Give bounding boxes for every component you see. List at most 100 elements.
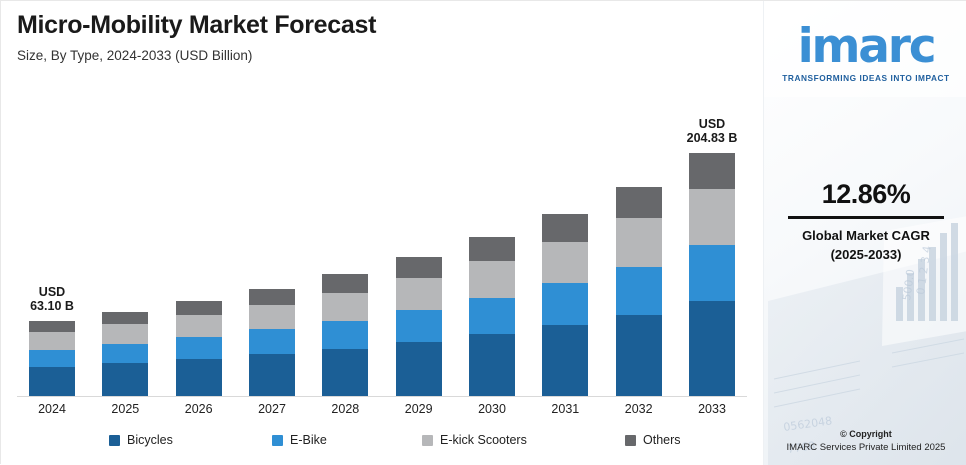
x-tick-label: 2025: [111, 402, 140, 416]
logo-tagline: TRANSFORMING IDEAS INTO IMPACT: [782, 73, 950, 83]
bar-stack: [469, 237, 515, 396]
bar-segment-e-bike: [175, 337, 222, 359]
brand-background-graphic: 0562048 7768 500.0 0 1 2 3 4: [764, 1, 966, 465]
cagr-divider: [788, 216, 944, 219]
bar-total-label: USD 204.83 B: [652, 117, 772, 145]
x-axis-labels: 2024 2025 2026 2027 2028 2029 2030 2031 2032 2033: [17, 400, 747, 420]
bar-stack: [322, 274, 369, 396]
bar-segment-others: [542, 214, 589, 242]
bar-stack: [689, 152, 735, 396]
svg-text:500.0: 500.0: [900, 268, 917, 301]
x-tick-label: 2030: [478, 402, 506, 416]
bar-segment-others: [615, 187, 662, 219]
x-tick-label: 2033: [698, 402, 726, 416]
bar-total-label-value: 63.10 B: [30, 299, 74, 314]
bar-segment-e-kick-scooters: [249, 304, 295, 330]
bar-segment-others: [689, 152, 735, 190]
bar-segment-others: [395, 257, 442, 279]
bar-total-label-value: 204.83 B: [686, 130, 738, 145]
legend-label: E-kick Scooters: [440, 433, 527, 447]
x-tick-label: 2031: [551, 402, 580, 416]
copyright-company: IMARC Services Private Limited 2025: [786, 442, 946, 453]
bar-segment-e-bike: [322, 320, 369, 349]
bar-segment-bicycles: [249, 354, 295, 396]
legend-label: Others: [643, 433, 681, 447]
bar-segment-e-kick-scooters: [542, 241, 589, 284]
cagr-block: 12.86% Global Market CAGR (2025-2033): [764, 179, 966, 262]
legend-item-e-bike[interactable]: E-Bike: [272, 431, 327, 449]
bar-segment-e-bike: [249, 329, 295, 355]
bar-segment-others: [322, 274, 369, 293]
bar-segment-e-kick-scooters: [102, 324, 149, 344]
bar-stack: [29, 321, 75, 396]
bar-segment-e-kick-scooters: [469, 261, 515, 298]
logo-wordmark: imarc: [797, 19, 937, 74]
bar-stack: [542, 214, 589, 396]
bar-segment-others: [249, 288, 295, 305]
bar-segment-others: [102, 311, 149, 325]
bar-segment-e-bike: [469, 297, 515, 335]
bar-segment-e-kick-scooters: [175, 315, 222, 338]
bar-stack: [615, 187, 662, 396]
legend-item-e-kick-scooters[interactable]: E-kick Scooters: [422, 431, 527, 449]
cagr-label-primary: Global Market CAGR: [802, 228, 930, 243]
legend-label: Bicycles: [127, 433, 173, 447]
legend-swatch: [422, 434, 433, 446]
brand-panel: 0562048 7768 500.0 0 1 2 3 4 imarc TRANS…: [763, 1, 966, 465]
x-tick-label: 2032: [624, 402, 653, 416]
bar-segment-bicycles: [542, 325, 589, 396]
bar-segment-e-bike: [542, 283, 589, 326]
x-tick-label: 2024: [38, 402, 66, 416]
cagr-label-period: (2025-2033): [830, 247, 902, 262]
legend-label: E-Bike: [290, 433, 327, 447]
page-subtitle: Size, By Type, 2024-2033 (USD Billion): [17, 48, 253, 63]
bar-segment-e-kick-scooters: [322, 292, 369, 321]
bar-segment-e-kick-scooters: [615, 218, 662, 267]
x-tick-label: 2029: [404, 402, 433, 416]
imarc-logo: imarc TRANSFORMING IDEAS INTO IMPACT: [764, 19, 966, 84]
page-title: Micro-Mobility Market Forecast: [17, 11, 377, 39]
bar-segment-bicycles: [615, 314, 662, 396]
bar-segment-bicycles: [469, 334, 515, 396]
bar-segment-bicycles: [102, 363, 149, 396]
bar-segment-e-bike: [29, 349, 75, 367]
x-tick-label: 2028: [331, 402, 360, 416]
x-tick-label: 2026: [184, 402, 213, 416]
bar-stack: [102, 311, 149, 396]
bar-total-label: USD 63.10 B: [0, 285, 112, 313]
bar-segment-e-bike: [689, 245, 735, 302]
plot-area: USD 63.10 B USD 204.83 B: [17, 81, 747, 396]
bar-stack: [175, 301, 222, 396]
legend-swatch: [625, 434, 636, 446]
legend-item-others[interactable]: Others: [625, 431, 681, 449]
bar-total-label-currency: USD: [38, 285, 66, 300]
legend-swatch: [109, 434, 120, 446]
chart-legend: Bicycles E-Bike E-kick Scooters Others: [17, 431, 747, 455]
legend-item-bicycles[interactable]: Bicycles: [109, 431, 173, 449]
bar-segment-bicycles: [29, 366, 75, 396]
copyright-notice: © Copyright: [840, 429, 892, 439]
x-tick-label: 2027: [258, 402, 286, 416]
bar-segment-others: [175, 301, 222, 316]
bar-segment-e-bike: [615, 266, 662, 315]
bar-segment-bicycles: [689, 301, 735, 396]
bar-stack: [395, 257, 442, 396]
bar-segment-bicycles: [322, 348, 369, 396]
bar-segment-bicycles: [175, 358, 222, 396]
bar-segment-bicycles: [395, 341, 442, 396]
x-axis-line: [17, 396, 747, 397]
cagr-value: 12.86%: [821, 179, 911, 209]
chart-panel: Micro-Mobility Market Forecast Size, By …: [1, 1, 763, 465]
bar-segment-e-kick-scooters: [395, 278, 442, 310]
svg-text:7768: 7768: [787, 439, 817, 456]
legend-swatch: [272, 434, 283, 446]
bar-segment-e-bike: [102, 343, 149, 364]
bar-segment-e-bike: [395, 309, 442, 342]
bar-stack: [249, 288, 295, 396]
bar-segment-others: [29, 321, 75, 333]
copyright-block: © Copyright IMARC Services Private Limit…: [764, 429, 966, 453]
bar-segment-e-kick-scooters: [689, 189, 735, 246]
bar-segment-others: [469, 237, 515, 262]
bar-segment-e-kick-scooters: [29, 332, 75, 350]
